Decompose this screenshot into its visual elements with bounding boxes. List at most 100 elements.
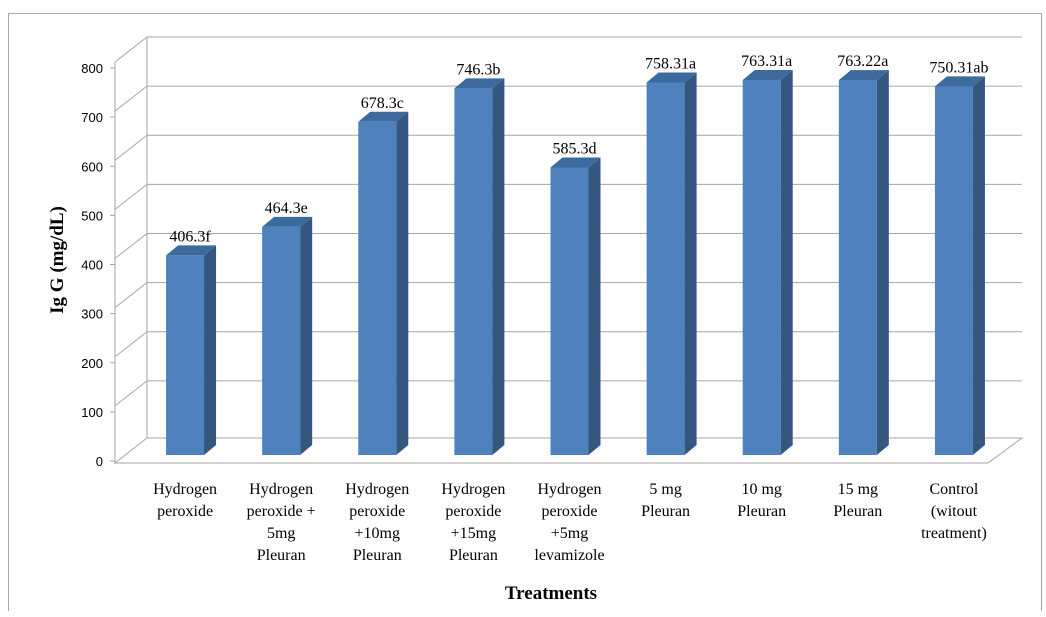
bar-side xyxy=(300,216,313,455)
category-label: Hydrogen peroxide + 5mg Pleuran xyxy=(247,481,316,564)
category-label-line: Hydrogen xyxy=(249,481,313,498)
data-label: 678.3c xyxy=(361,95,404,112)
bar-side xyxy=(876,70,889,455)
category-label: 5 mg Pleuran xyxy=(641,481,690,520)
y-tick-label: 200 xyxy=(81,356,103,371)
bar xyxy=(646,72,697,455)
y-tick-label: 100 xyxy=(81,405,103,420)
y-tick-label: 400 xyxy=(81,258,103,273)
category-label-line: peroxide + xyxy=(247,503,316,520)
x-axis-title: Treatments xyxy=(505,583,597,604)
category-label-line: +5mg xyxy=(551,525,588,542)
category-label-line: Hydrogen xyxy=(538,481,602,498)
gridline xyxy=(114,36,1022,63)
gridline xyxy=(114,134,1022,161)
bar-top xyxy=(166,245,217,256)
category-label: Control (witout treatment) xyxy=(921,481,987,542)
bar xyxy=(742,70,793,456)
gridline xyxy=(114,233,1022,259)
category-label-line: levamizole xyxy=(534,547,604,564)
category-label-line: treatment) xyxy=(921,525,987,542)
category-label-line: 5mg xyxy=(267,525,295,542)
gridline xyxy=(114,282,1022,309)
y-tick-label: 600 xyxy=(81,159,103,174)
category-label-line: 10 mg xyxy=(741,481,781,498)
bar xyxy=(550,157,601,455)
bar-front xyxy=(838,80,877,455)
category-label-line: Control xyxy=(929,481,978,498)
bar-side xyxy=(204,245,217,455)
bar xyxy=(262,216,313,455)
category-label: Hydrogen peroxide +15mg Pleuran xyxy=(441,481,505,564)
bar-front xyxy=(166,255,205,455)
bar-front xyxy=(550,167,589,455)
category-label-line: peroxide xyxy=(542,503,598,520)
gridline xyxy=(114,331,1022,358)
y-tick-label: 0 xyxy=(96,454,103,469)
y-tick-label: 700 xyxy=(81,110,103,125)
data-labels: 406.3f 464.3e 678.3c 746.3b 585.3d 758.31a 763… xyxy=(169,53,988,245)
category-label-line: Pleuran xyxy=(257,547,306,564)
bar-top xyxy=(934,76,985,87)
category-label-line: peroxide xyxy=(349,503,405,520)
data-label: 758.31a xyxy=(645,55,696,72)
gridline xyxy=(114,183,1022,210)
category-label-line: Hydrogen xyxy=(345,481,409,498)
data-label: 406.3f xyxy=(169,228,211,245)
chart-walls xyxy=(113,37,1024,464)
bar-top xyxy=(742,70,793,81)
y-tick-labels: 0 100 200 300 400 500 600 700 800 xyxy=(81,61,103,469)
bar xyxy=(934,76,985,455)
category-label-line: 15 mg xyxy=(838,481,878,498)
category-label-line: +15mg xyxy=(451,525,496,542)
gridlines xyxy=(110,36,1022,462)
category-label-line: 5 mg xyxy=(649,481,681,498)
bar-side xyxy=(396,111,409,455)
y-tick-label: 300 xyxy=(81,307,103,322)
bar-front xyxy=(934,86,973,455)
bar-side xyxy=(684,72,697,455)
gridline xyxy=(114,85,1022,112)
bar-top xyxy=(454,78,505,89)
bars xyxy=(166,70,985,456)
bar-side xyxy=(972,76,985,455)
bar-top xyxy=(646,72,697,83)
category-label: 10 mg Pleuran xyxy=(737,481,786,520)
chart-floor xyxy=(113,437,1024,464)
bar xyxy=(838,70,889,455)
data-label: 585.3d xyxy=(553,140,597,157)
y-axis-title: Ig G (mg/dL) xyxy=(47,206,68,314)
gridline xyxy=(114,380,1022,407)
category-label: Hydrogen peroxide +5mg levamizole xyxy=(534,481,604,564)
category-label-line: Pleuran xyxy=(737,503,786,520)
category-label-line: Pleuran xyxy=(641,503,690,520)
category-label: Hydrogen peroxide +10mg Pleuran xyxy=(345,481,409,564)
data-label: 763.22a xyxy=(837,53,888,70)
bar-top xyxy=(358,111,409,122)
data-label: 464.3e xyxy=(265,200,308,217)
category-label-line: peroxide xyxy=(157,503,213,520)
bar-side xyxy=(780,70,793,456)
bar-front xyxy=(262,226,301,455)
bar-front xyxy=(358,121,397,455)
bar xyxy=(358,111,409,455)
category-label-line: Pleuran xyxy=(833,503,882,520)
bar xyxy=(166,245,217,455)
category-label-line: Hydrogen xyxy=(441,481,505,498)
chart-frame xyxy=(8,13,1042,611)
data-label: 746.3b xyxy=(456,61,500,78)
category-label-line: (witout xyxy=(931,503,978,520)
y-tick-label: 800 xyxy=(81,61,103,76)
bar-side xyxy=(588,157,601,455)
bar-front xyxy=(454,88,493,455)
bar xyxy=(454,78,505,455)
bar-front xyxy=(742,80,781,456)
bar-top xyxy=(262,216,313,227)
data-label: 750.31ab xyxy=(929,59,988,76)
data-label: 763.31a xyxy=(741,53,792,70)
bar-front xyxy=(646,82,685,455)
category-label: Hydrogen peroxide xyxy=(153,481,217,520)
category-label-line: Pleuran xyxy=(353,547,402,564)
